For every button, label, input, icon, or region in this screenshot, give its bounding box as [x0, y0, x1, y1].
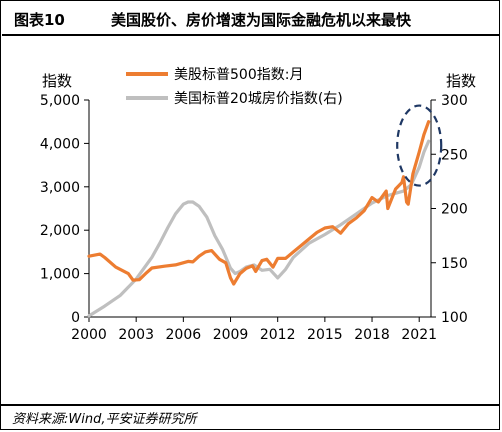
x-tick-label: 2000: [71, 327, 107, 343]
axes: [88, 100, 432, 318]
source-note: 资料来源:Wind,平安证券研究所: [12, 412, 197, 427]
right-tick-label: 250: [441, 147, 468, 163]
ticks: 0 1,000 2,000 3,000 4,000 5,000 100 150 200 250 30…: [40, 72, 476, 343]
x-tick-label: 2003: [118, 327, 154, 343]
figure-label: 图表10: [14, 11, 65, 29]
left-tick-label: 4,000: [40, 136, 80, 152]
footer-rule: [1, 404, 499, 406]
right-tick-label: 300: [441, 93, 468, 109]
x-tick-label: 2012: [260, 327, 296, 343]
right-tick-label: 150: [441, 256, 468, 272]
left-tick-label: 2,000: [40, 223, 80, 239]
right-axis-title: 指数: [446, 72, 476, 90]
left-axis-title: 指数: [42, 72, 72, 90]
figure-header: 图表10 美国股价、房价增速为国际金融危机以来最快: [2, 2, 500, 36]
x-tick-label: 2015: [307, 327, 343, 343]
legend-label-hpi: 美国标普20城房价指数(右): [174, 91, 343, 107]
right-tick-label: 200: [441, 202, 468, 218]
x-tick-label: 2006: [166, 327, 202, 343]
left-tick-label: 5,000: [40, 93, 80, 109]
figure-title: 美国股价、房价增速为国际金融危机以来最快: [111, 11, 412, 29]
highlight-ellipse: [396, 104, 443, 187]
chart: 0 1,000 2,000 3,000 4,000 5,000 100 150 200 250 30…: [40, 67, 476, 343]
series-line-hpi: [87, 139, 431, 318]
legend-label-spx: 美股标普500指数:月: [174, 67, 303, 83]
series-layer: [87, 120, 431, 318]
left-tick-label: 3,000: [40, 180, 80, 196]
x-tick-label: 2021: [401, 327, 437, 343]
left-tick-label: 0: [71, 310, 80, 326]
series-line-spx: [87, 120, 431, 286]
right-tick-label: 100: [441, 310, 468, 326]
x-tick-label: 2009: [213, 327, 249, 343]
left-tick-label: 1,000: [40, 267, 80, 283]
x-tick-label: 2018: [354, 327, 390, 343]
